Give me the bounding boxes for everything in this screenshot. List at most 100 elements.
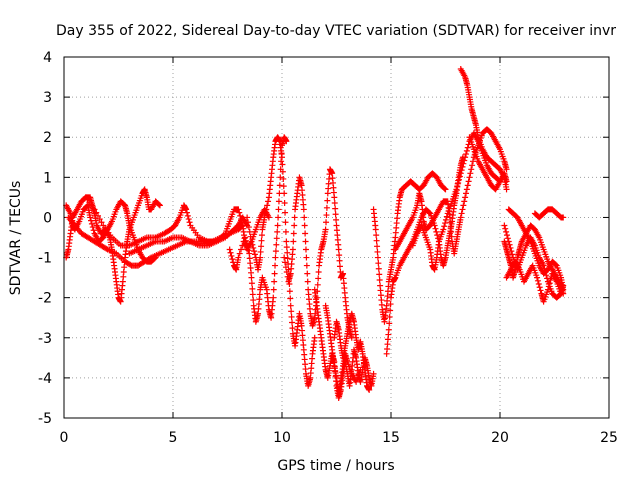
data-point xyxy=(459,163,466,170)
y-tick-label: 4 xyxy=(43,50,52,66)
data-point xyxy=(291,222,298,229)
data-point xyxy=(289,246,296,253)
data-point xyxy=(251,248,258,255)
x-tick-label: 10 xyxy=(273,430,291,446)
data-point xyxy=(288,308,295,315)
data-point xyxy=(226,246,233,253)
y-tick-label: 3 xyxy=(43,90,52,106)
data-point xyxy=(457,170,464,177)
data-point xyxy=(376,271,383,278)
data-point xyxy=(540,262,547,269)
data-point xyxy=(146,255,153,262)
data-point xyxy=(265,198,272,205)
data-point xyxy=(442,220,449,227)
data-point xyxy=(466,174,473,181)
data-point xyxy=(302,230,309,237)
data-point xyxy=(503,232,510,239)
data-point xyxy=(534,277,541,284)
data-point xyxy=(311,334,318,341)
data-point xyxy=(279,161,286,168)
data-point xyxy=(244,214,251,221)
data-point xyxy=(274,228,281,235)
data-point xyxy=(275,198,282,205)
data-point xyxy=(366,386,373,393)
data-point xyxy=(453,186,460,193)
data-point xyxy=(455,179,462,186)
data-point xyxy=(88,220,95,227)
data-point xyxy=(460,202,467,209)
data-point xyxy=(271,270,278,277)
data-point xyxy=(462,190,469,197)
data-point xyxy=(506,241,513,248)
data-point xyxy=(465,178,472,185)
data-point xyxy=(93,209,100,216)
data-point xyxy=(90,227,97,234)
data-point xyxy=(357,366,364,373)
data-point xyxy=(323,219,330,226)
data-point xyxy=(443,213,450,220)
data-point xyxy=(303,262,310,269)
data-point xyxy=(456,176,463,183)
data-point xyxy=(441,185,448,192)
data-point xyxy=(560,214,567,221)
data-point xyxy=(537,287,544,294)
data-point xyxy=(433,228,440,235)
data-point xyxy=(127,261,134,268)
data-point xyxy=(504,235,511,242)
data-point xyxy=(463,186,470,193)
data-point xyxy=(286,288,293,295)
data-point xyxy=(229,256,236,263)
data-point xyxy=(543,272,550,279)
data-point xyxy=(243,240,250,247)
data-point xyxy=(304,270,311,277)
data-point xyxy=(257,254,264,261)
data-point xyxy=(302,238,309,245)
data-point xyxy=(258,232,265,239)
data-point xyxy=(282,209,289,216)
data-point xyxy=(287,302,294,309)
data-point xyxy=(302,246,309,253)
data-point xyxy=(467,170,474,177)
data-point xyxy=(273,235,280,242)
data-point xyxy=(184,212,191,219)
data-point xyxy=(235,206,242,213)
data-point xyxy=(275,206,282,213)
data-point xyxy=(456,173,463,180)
data-point xyxy=(301,214,308,221)
data-point xyxy=(236,250,243,257)
data-point xyxy=(507,244,514,251)
data-point xyxy=(283,238,290,245)
data-point xyxy=(464,144,471,151)
data-point xyxy=(249,285,256,292)
data-point xyxy=(251,251,258,258)
x-tick-label: 20 xyxy=(491,430,509,446)
y-tick-label: -1 xyxy=(38,251,52,267)
data-point xyxy=(300,206,307,213)
data-point xyxy=(442,216,449,223)
data-point xyxy=(282,219,289,226)
data-point xyxy=(469,158,476,165)
data-point xyxy=(289,319,296,326)
data-point xyxy=(245,247,252,254)
data-point xyxy=(462,194,469,201)
data-point xyxy=(441,223,448,230)
y-tick-label: -4 xyxy=(38,371,52,387)
data-point xyxy=(91,206,98,213)
data-point xyxy=(469,162,476,169)
axes: 0 5 10 15 20 25 -5 -4 -3 -2 -1 0 1 2 3 4 xyxy=(38,50,618,446)
data-point xyxy=(324,197,331,204)
data-point xyxy=(236,209,243,216)
data-point xyxy=(241,234,248,241)
data-point xyxy=(279,154,285,161)
y-tick-label: -5 xyxy=(38,411,52,427)
data-point xyxy=(248,238,255,245)
x-tick-label: 0 xyxy=(60,430,69,446)
data-point xyxy=(331,194,338,201)
data-point xyxy=(264,202,271,209)
data-point xyxy=(261,214,268,221)
data-point xyxy=(238,219,245,226)
data-point xyxy=(283,268,290,275)
data-point xyxy=(249,241,256,248)
data-point xyxy=(280,183,287,190)
data-point xyxy=(463,147,470,154)
